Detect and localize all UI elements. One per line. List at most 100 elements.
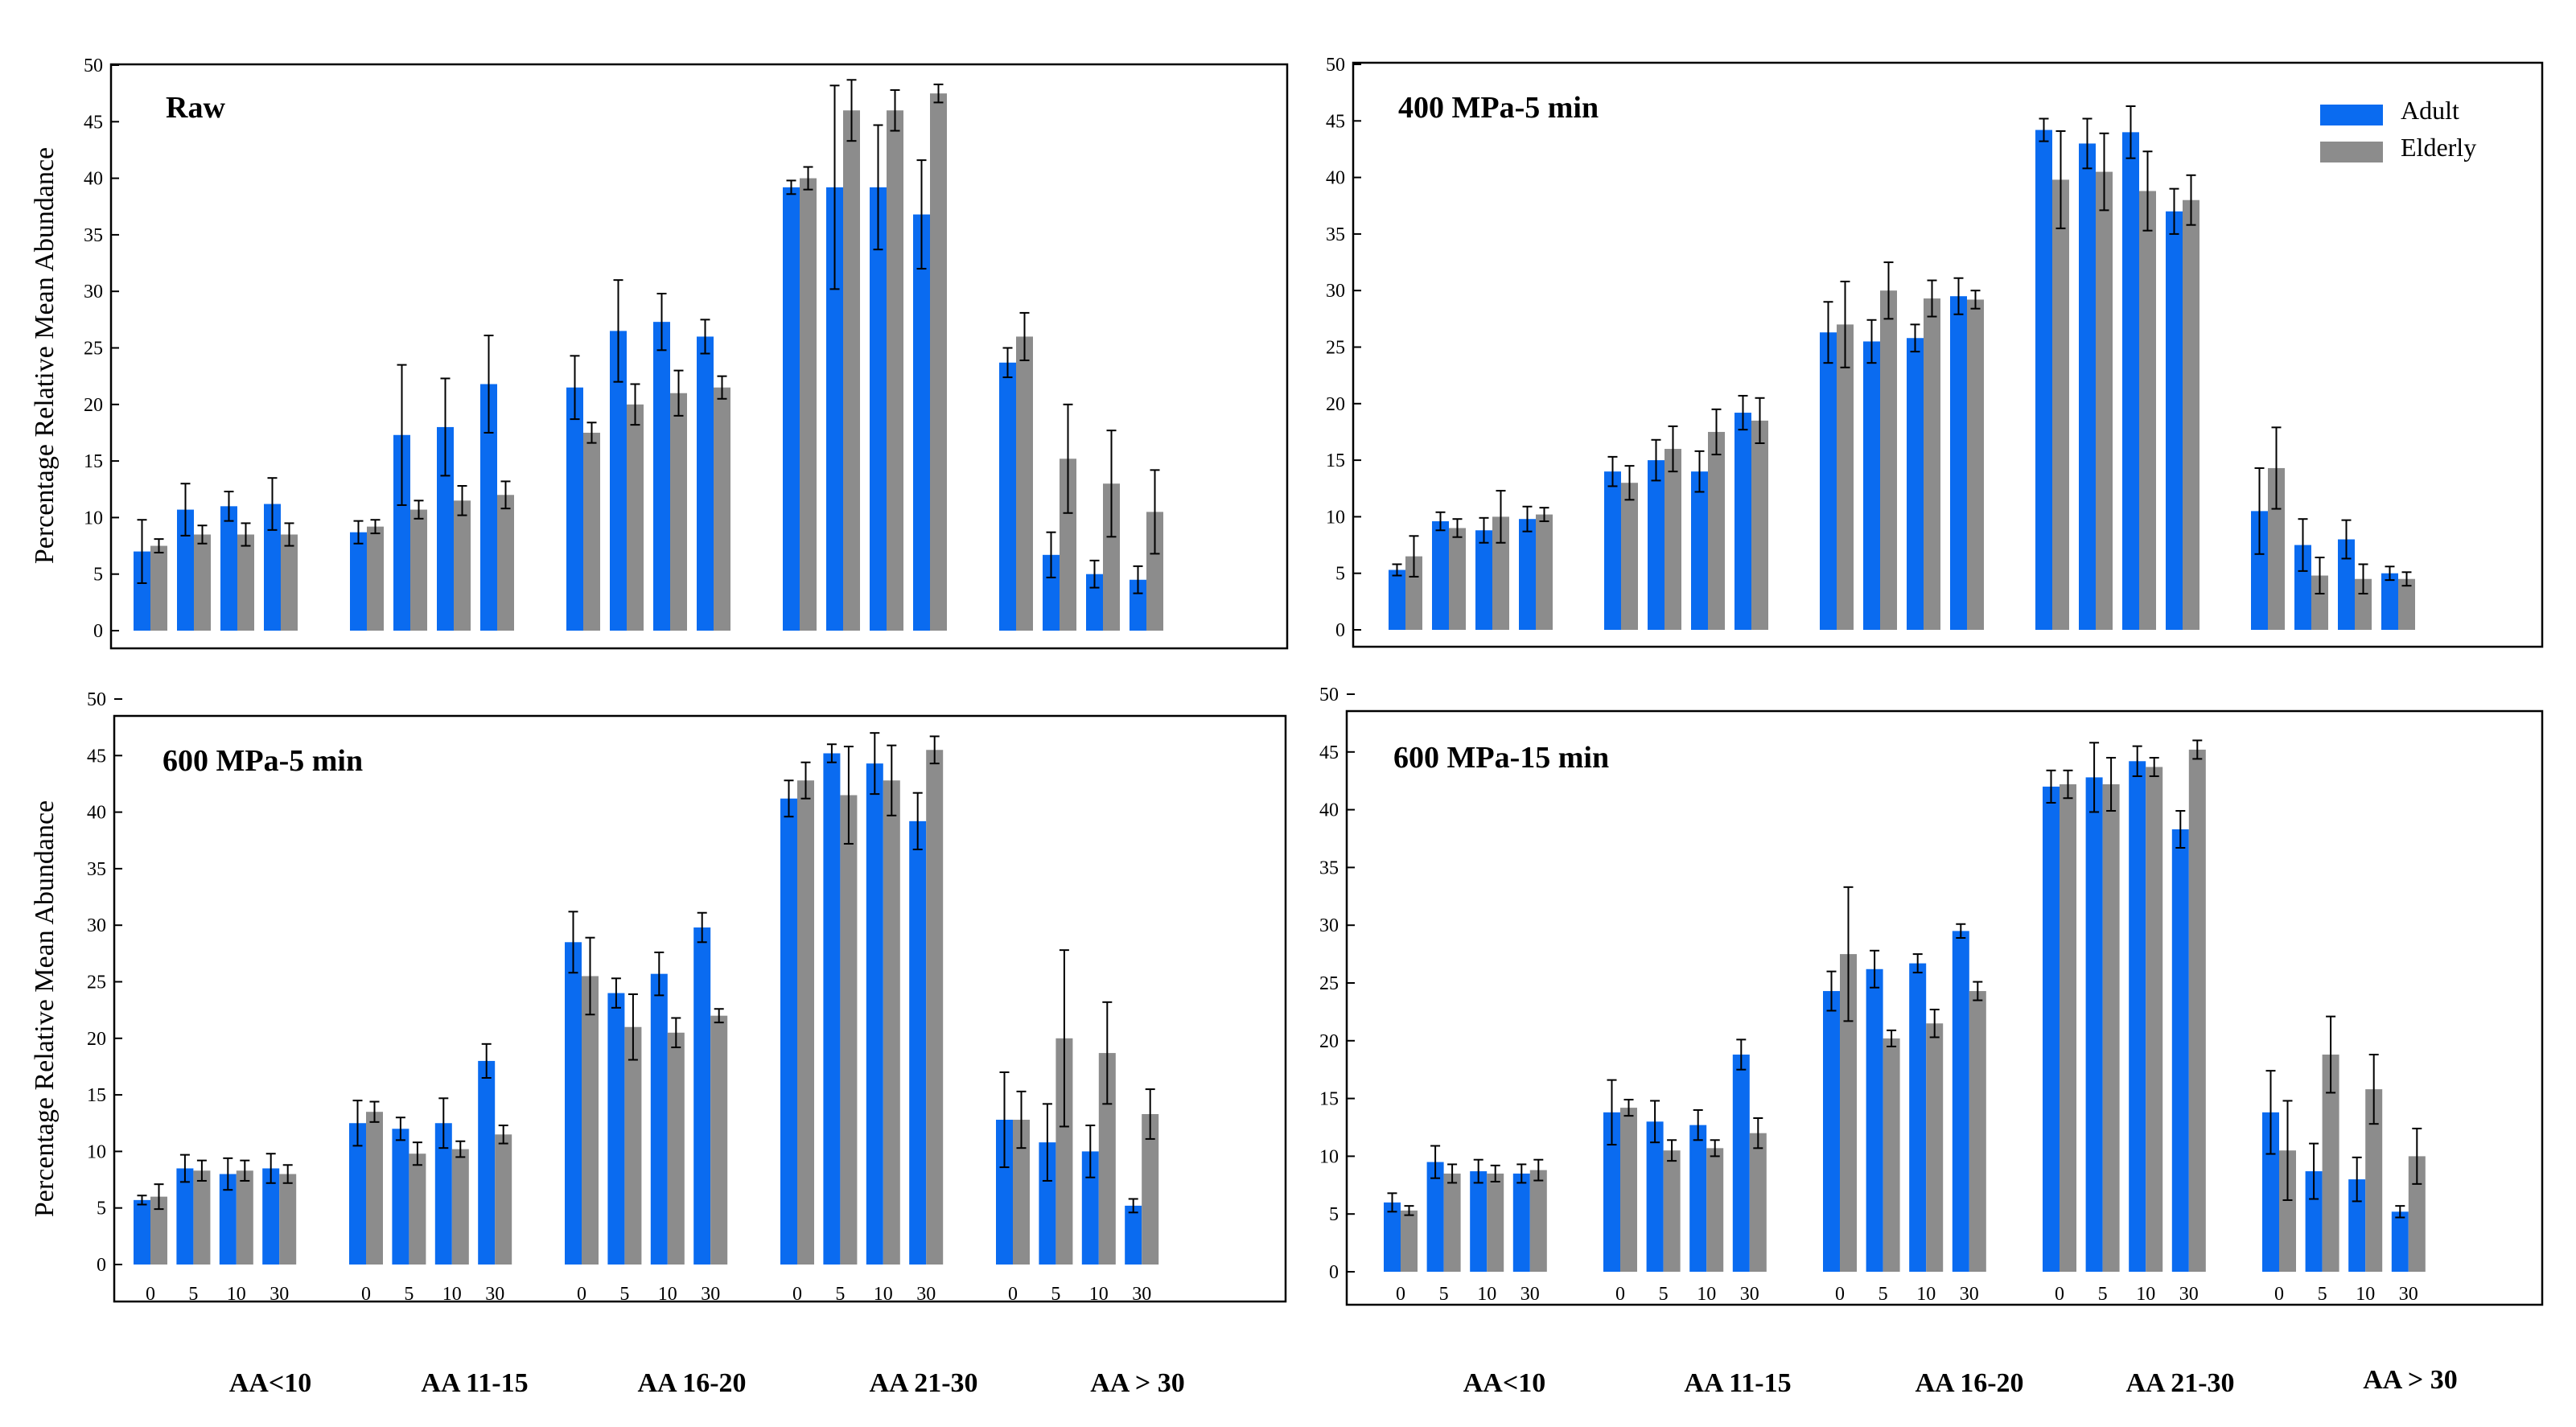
bar-400mpa-5min-elderly-3-30 (2183, 199, 2199, 631)
bar-400mpa-5min-adult-0-5 (1432, 521, 1449, 630)
bar-600mpa-15min-elderly-4-10 (2365, 1089, 2383, 1272)
y-tick-label-600mpa-5min-25: 25 (87, 973, 106, 993)
bar-600mpa-15min-adult-2-5 (1866, 968, 1883, 1272)
bar-600mpa-15min-adult-1-0 (1603, 1112, 1620, 1272)
x-tick-label-600mpa-5min-0-5: 5 (188, 1284, 198, 1305)
x-tick-label-600mpa-15min-3-30: 30 (2179, 1284, 2199, 1305)
x-tick-label-600mpa-15min-1-10: 10 (1697, 1284, 1716, 1305)
y-tick-label-600mpa-5min-45: 45 (87, 746, 106, 767)
bar-400mpa-5min-adult-3-0 (2035, 130, 2052, 631)
panel-title-600mpa-5min: 600 MPa-5 min (163, 744, 363, 778)
legend: Adult Elderly (2320, 96, 2476, 162)
x-tick-label-600mpa-15min-1-0: 0 (1615, 1284, 1625, 1305)
y-tick-label-600mpa-5min-20: 20 (87, 1029, 106, 1050)
y-tick-label-600mpa-5min-15: 15 (87, 1085, 106, 1106)
bar-600mpa-5min-elderly-0-5 (193, 1170, 211, 1265)
bar-raw-adult-4-0 (999, 362, 1016, 631)
bar-raw-elderly-0-30 (281, 534, 298, 631)
x-tick-label-600mpa-5min-3-10: 10 (874, 1284, 893, 1305)
bar-raw-adult-1-5 (393, 434, 410, 631)
bar-600mpa-15min-elderly-3-0 (2060, 784, 2076, 1272)
y-tick-label-600mpa-15min-25: 25 (1319, 973, 1339, 994)
bar-raw-adult-0-10 (220, 506, 237, 631)
bar-raw-adult-2-10 (653, 322, 670, 631)
bar-600mpa-15min-adult-3-0 (2043, 786, 2060, 1272)
bar-400mpa-5min-elderly-1-5 (1665, 449, 1681, 630)
y-tick-label-600mpa-15min-10: 10 (1319, 1146, 1339, 1167)
y-axis-label-top: Percentage Relative Mean Abundance (30, 147, 60, 564)
group-label-right-aa-gt30: AA > 30 (2363, 1365, 2458, 1395)
y-tick-label-600mpa-15min-40: 40 (1319, 800, 1339, 821)
bar-600mpa-15min-adult-0-10 (1470, 1171, 1488, 1272)
x-tick-label-600mpa-5min-3-30: 30 (916, 1284, 936, 1305)
y-tick-label-400mpa-5min-10: 10 (1326, 507, 1345, 528)
x-tick-label-600mpa-15min-3-10: 10 (2136, 1284, 2155, 1305)
legend-label-elderly: Elderly (2401, 133, 2476, 162)
y-tick-label-raw-10: 10 (84, 508, 103, 528)
bar-raw-elderly-1-0 (367, 526, 384, 631)
bar-400mpa-5min-adult-2-5 (1863, 341, 1880, 630)
bar-raw-elderly-2-5 (627, 404, 644, 631)
bar-400mpa-5min-adult-1-0 (1604, 471, 1621, 630)
bar-raw-elderly-4-10 (1103, 483, 1120, 631)
y-tick-label-raw-40: 40 (84, 169, 103, 190)
x-tick-label-600mpa-15min-3-0: 0 (2055, 1284, 2064, 1305)
y-tick-label-400mpa-5min-15: 15 (1326, 450, 1345, 471)
bar-600mpa-15min-adult-3-10 (2129, 761, 2146, 1272)
x-tick-label-600mpa-15min-4-5: 5 (2318, 1284, 2327, 1305)
y-tick-label-400mpa-5min-25: 25 (1326, 338, 1345, 359)
bar-600mpa-5min-elderly-0-30 (279, 1174, 297, 1265)
bar-600mpa-15min-elderly-2-5 (1883, 1038, 1900, 1272)
x-tick-label-600mpa-15min-4-30: 30 (2399, 1284, 2418, 1305)
bar-400mpa-5min-adult-2-30 (1950, 296, 1967, 630)
bar-600mpa-5min-elderly-3-30 (926, 750, 944, 1265)
bar-600mpa-15min-elderly-2-0 (1840, 954, 1857, 1272)
bar-600mpa-15min-elderly-0-5 (1443, 1173, 1461, 1272)
bar-400mpa-5min-adult-1-10 (1691, 471, 1708, 630)
bar-600mpa-5min-elderly-0-10 (236, 1170, 253, 1265)
y-tick-label-600mpa-5min-50: 50 (87, 689, 106, 710)
y-tick-label-raw-5: 5 (93, 565, 103, 586)
x-tick-label-600mpa-15min-2-30: 30 (1960, 1284, 1979, 1305)
bar-600mpa-5min-elderly-4-0 (1013, 1120, 1030, 1265)
y-tick-label-600mpa-15min-5: 5 (1329, 1204, 1339, 1225)
bar-600mpa-5min-adult-4-5 (1039, 1142, 1056, 1265)
bar-400mpa-5min-elderly-0-10 (1492, 516, 1509, 630)
group-label-left-aa-21-30: AA 21-30 (869, 1368, 977, 1398)
bar-400mpa-5min-adult-4-10 (2338, 539, 2355, 630)
y-tick-label-raw-45: 45 (84, 112, 103, 133)
bar-raw-elderly-0-5 (194, 534, 211, 631)
bar-600mpa-15min-adult-2-0 (1823, 991, 1840, 1272)
x-tick-label-600mpa-5min-0-10: 10 (227, 1284, 246, 1305)
bar-raw-elderly-4-5 (1060, 459, 1076, 631)
x-tick-label-600mpa-5min-4-30: 30 (1132, 1284, 1151, 1305)
x-tick-label-600mpa-15min-0-5: 5 (1439, 1284, 1449, 1305)
bar-600mpa-5min-adult-2-10 (650, 973, 668, 1265)
bar-600mpa-5min-elderly-3-0 (797, 780, 814, 1265)
bar-raw-elderly-4-0 (1016, 336, 1033, 631)
y-tick-label-600mpa-5min-30: 30 (87, 915, 106, 936)
bar-400mpa-5min-adult-4-0 (2251, 511, 2268, 630)
bar-400mpa-5min-elderly-3-5 (2096, 171, 2113, 630)
group-label-left-aa-gt30: AA > 30 (1090, 1368, 1185, 1398)
bar-raw-adult-0-5 (177, 509, 194, 631)
panel-frame-raw (109, 63, 1289, 650)
bar-600mpa-15min-elderly-0-0 (1401, 1210, 1418, 1272)
bar-600mpa-5min-elderly-2-30 (710, 1015, 728, 1265)
bar-600mpa-5min-adult-1-30 (478, 1060, 496, 1265)
bar-raw-adult-3-30 (913, 214, 930, 631)
bar-600mpa-5min-elderly-3-5 (840, 795, 858, 1265)
panel-frame-600mpa-5min (113, 714, 1287, 1303)
x-tick-label-600mpa-5min-4-5: 5 (1051, 1284, 1060, 1305)
y-tick-label-400mpa-5min-0: 0 (1335, 620, 1345, 641)
x-tick-label-600mpa-5min-2-30: 30 (701, 1284, 720, 1305)
panel-title-600mpa-15min: 600 MPa-15 min (1393, 741, 1609, 775)
bar-600mpa-5min-elderly-2-5 (624, 1026, 642, 1265)
y-tick-label-400mpa-5min-45: 45 (1326, 111, 1345, 132)
x-tick-label-600mpa-15min-1-30: 30 (1740, 1284, 1759, 1305)
legend-label-adult: Adult (2401, 96, 2459, 125)
bar-400mpa-5min-adult-3-30 (2166, 211, 2183, 630)
bar-600mpa-5min-adult-0-10 (219, 1174, 237, 1265)
bar-400mpa-5min-adult-2-0 (1820, 332, 1837, 630)
bar-600mpa-5min-adult-1-10 (434, 1123, 452, 1265)
